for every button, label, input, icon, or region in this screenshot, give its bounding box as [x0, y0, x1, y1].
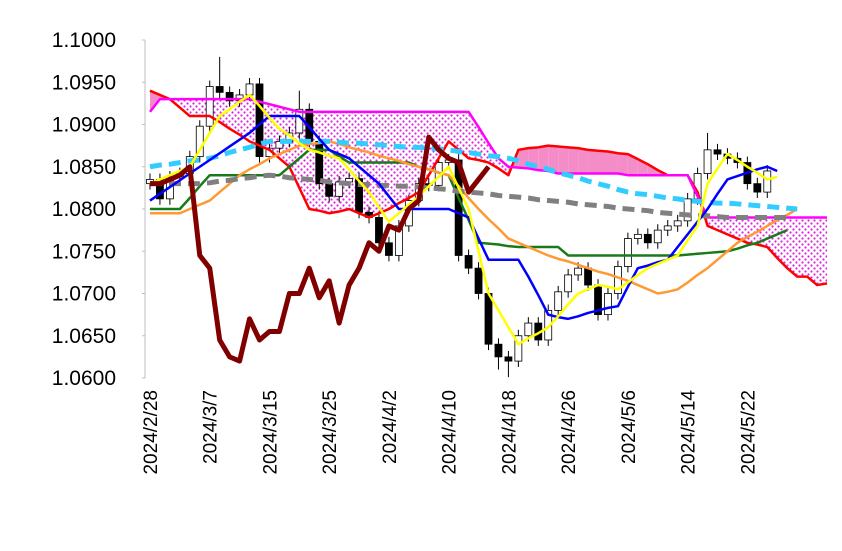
candle-body [225, 91, 234, 102]
x-tick-label: 2024/4/26 [559, 390, 580, 475]
candle-body [703, 149, 712, 174]
candle-body [633, 233, 642, 239]
y-tick-label: 1.0850 [52, 156, 116, 179]
candle-body [663, 225, 672, 231]
candle-body [683, 198, 692, 222]
x-tick-label: 2024/5/6 [619, 390, 640, 464]
cloud-segment [438, 111, 449, 159]
cloud-segment [408, 111, 419, 199]
series-line [149, 172, 788, 220]
candle-body [653, 229, 662, 244]
candle-body [763, 170, 772, 193]
series-line [148, 97, 828, 219]
candle-body [623, 238, 632, 267]
candle-body [673, 220, 682, 227]
candle-body [195, 125, 204, 158]
x-tick-label: 2024/5/14 [679, 390, 700, 475]
candle-body [205, 86, 214, 127]
x-tick-label: 2024/4/18 [499, 390, 520, 475]
cloud-segment [807, 217, 818, 286]
candle-body [554, 291, 563, 311]
candle-body [574, 267, 583, 276]
cloud-segment [787, 217, 798, 277]
cloud-segment [538, 145, 549, 171]
candle-body [604, 293, 612, 316]
candle-body [564, 274, 573, 293]
candle-body [275, 140, 284, 149]
cloud-segment [707, 217, 718, 231]
x-tick-label: 2024/4/10 [440, 390, 461, 475]
candle-body [325, 183, 334, 197]
cloud-segment [747, 217, 758, 245]
cloud-segment [578, 148, 589, 174]
x-tick-label: 2024/3/25 [320, 390, 341, 475]
series-line [149, 89, 828, 287]
candle-body [614, 266, 622, 294]
cloud-segment [817, 217, 828, 286]
candle-body [464, 255, 473, 269]
cloud-segment [149, 90, 160, 112]
candle-body [494, 343, 503, 358]
y-tick-label: 1.0800 [52, 198, 116, 221]
y-tick-label: 1.0750 [52, 240, 116, 263]
series-line [149, 134, 491, 364]
candle-body [375, 217, 383, 244]
candle-body [484, 293, 493, 345]
series-line [149, 138, 798, 212]
cloud-segment [617, 153, 628, 176]
x-tick-label: 2024/5/22 [738, 390, 759, 475]
cloud-segment [797, 217, 808, 277]
cloud-segment [239, 99, 250, 142]
cloud-segment [737, 217, 748, 243]
candle-body [215, 86, 224, 93]
x-tick-label: 2024/4/2 [380, 390, 401, 464]
cloud-segment [607, 151, 618, 174]
cloud-segment [189, 99, 200, 117]
cloud-segment [448, 111, 459, 150]
candle-body [753, 183, 762, 193]
cloud-segment [568, 147, 579, 174]
cloud-segment [727, 217, 738, 239]
candle-body [245, 83, 254, 96]
cloud-segment [588, 149, 599, 174]
x-tick-label: 2024/2/28 [141, 390, 162, 475]
cloud-segment [548, 145, 559, 174]
y-tick-label: 1.0650 [52, 325, 116, 348]
series-line [149, 140, 798, 295]
y-tick-label: 1.0950 [52, 71, 116, 94]
cloud-segment [598, 150, 608, 174]
series-line [149, 93, 778, 346]
cloud-segment [558, 146, 569, 174]
candle-body [713, 149, 722, 155]
x-tick-label: 2024/3/7 [201, 390, 222, 464]
cloud-segment [458, 111, 469, 159]
candle-body [643, 233, 652, 244]
y-tick-label: 1.1000 [52, 29, 116, 52]
candle-body [474, 267, 483, 294]
y-tick-label: 1.0600 [52, 367, 116, 390]
candle-body [385, 242, 393, 256]
cloud-segment [398, 111, 409, 204]
cloud-segment [498, 158, 509, 176]
candle-body [524, 322, 533, 337]
cloud-segment [329, 111, 340, 214]
candle-body [514, 335, 523, 362]
candle-body [315, 140, 324, 185]
candle-body [504, 356, 513, 362]
series-line [149, 114, 778, 321]
y-tick-label: 1.0900 [52, 114, 116, 137]
x-tick-label: 2024/3/15 [260, 390, 281, 475]
candle-body [584, 267, 592, 286]
cloud-segment [369, 111, 379, 218]
cloud-segment [179, 99, 190, 117]
cloud-segment [627, 154, 638, 176]
y-tick-label: 1.0700 [52, 283, 116, 306]
